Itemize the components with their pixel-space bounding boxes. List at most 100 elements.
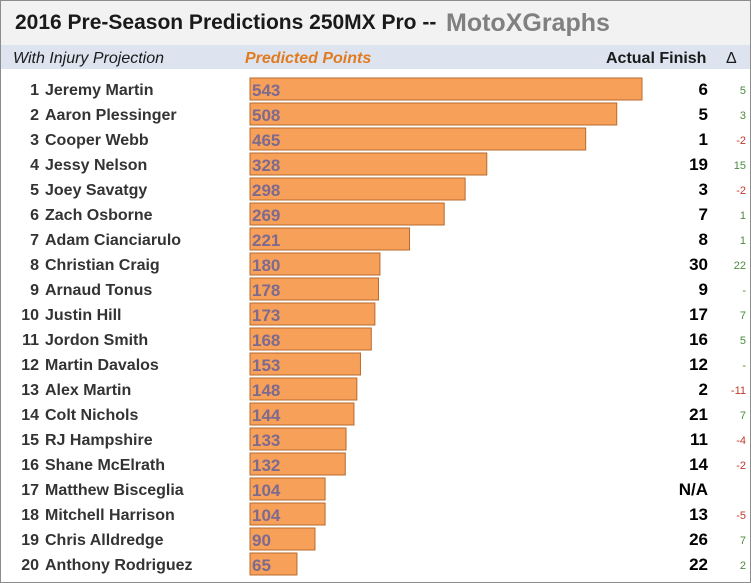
- brand-label: MotoXGraphs: [446, 9, 610, 37]
- rank-label: 20: [21, 557, 39, 574]
- delta-value: 15: [734, 160, 746, 172]
- predicted-points-value: 465: [252, 131, 280, 150]
- rank-label: 16: [21, 457, 39, 474]
- delta-value: -11: [731, 385, 746, 397]
- actual-finish-value: 6: [699, 80, 708, 99]
- predicted-points-bar: [249, 452, 346, 476]
- rank-label: 2: [30, 107, 39, 124]
- predicted-points-value: 173: [252, 306, 280, 325]
- rider-name-label: Christian Craig: [45, 257, 160, 274]
- actual-finish-value: 7: [699, 205, 708, 224]
- predicted-points-value: 178: [252, 281, 280, 300]
- delta-value: -4: [736, 435, 746, 447]
- delta-value: 7: [740, 410, 746, 422]
- predicted-points-bar: [249, 527, 316, 551]
- delta-value: 1: [740, 235, 746, 247]
- actual-finish-value: 26: [689, 530, 708, 549]
- predicted-points-value: 298: [252, 181, 280, 200]
- predicted-points-bar: [249, 252, 381, 276]
- predicted-points-value: 65: [252, 556, 271, 575]
- rank-label: 5: [30, 182, 39, 199]
- delta-value: -: [742, 285, 746, 297]
- rank-label: 8: [30, 257, 39, 274]
- predicted-points-bar: [249, 477, 326, 501]
- rider-name-label: RJ Hampshire: [45, 432, 153, 449]
- rider-name-label: Jessy Nelson: [45, 157, 147, 174]
- delta-value: -: [742, 360, 746, 372]
- rank-label: 18: [21, 507, 39, 524]
- rider-name-label: Chris Alldredge: [45, 532, 164, 549]
- rider-name-label: Mitchell Harrison: [45, 507, 175, 524]
- actual-finish-value: N/A: [679, 480, 708, 499]
- predicted-points-value: 153: [252, 356, 280, 375]
- predicted-points-bar: [249, 377, 358, 401]
- delta-header: Δ: [726, 50, 737, 67]
- actual-finish-value: 17: [689, 305, 708, 324]
- predicted-points-bar: [249, 502, 326, 526]
- rank-label: 15: [21, 432, 39, 449]
- predicted-points-bar: [249, 552, 298, 576]
- delta-value: -2: [736, 185, 746, 197]
- rank-label: 9: [30, 282, 39, 299]
- rider-name-label: Shane McElrath: [45, 457, 165, 474]
- predicted-points-value: 221: [252, 231, 280, 250]
- rank-label: 4: [30, 157, 39, 174]
- delta-value: 7: [740, 310, 746, 322]
- actual-finish-value: 1: [699, 130, 708, 149]
- rider-name-label: Aaron Plessinger: [45, 107, 177, 124]
- predicted-points-value: 168: [252, 331, 280, 350]
- actual-finish-value: 13: [689, 505, 708, 524]
- predicted-points-bar: [249, 127, 587, 151]
- rider-name-label: Adam Cianciarulo: [45, 232, 181, 249]
- predicted-points-bar: [249, 227, 411, 251]
- actual-finish-value: 8: [699, 230, 708, 249]
- predicted-points-header: Predicted Points: [245, 50, 372, 67]
- predicted-points-bar: [249, 302, 376, 326]
- delta-value: -2: [736, 460, 746, 472]
- rider-name-label: Anthony Rodriguez: [45, 557, 193, 574]
- injury-projection-header: With Injury Projection: [13, 50, 165, 67]
- predicted-points-bar: [249, 202, 445, 226]
- rank-label: 3: [30, 132, 39, 149]
- predicted-points-value: 104: [252, 481, 281, 500]
- predicted-points-value: 104: [252, 506, 281, 525]
- predicted-points-value: 508: [252, 106, 280, 125]
- rank-label: 1: [30, 82, 39, 99]
- actual-finish-header: Actual Finish: [606, 50, 707, 67]
- predicted-points-bar: [249, 427, 347, 451]
- rank-label: 13: [21, 382, 39, 399]
- delta-value: 3: [740, 110, 746, 122]
- actual-finish-value: 22: [689, 555, 708, 574]
- rider-name-label: Colt Nichols: [45, 407, 138, 424]
- rider-name-label: Jeremy Martin: [45, 82, 154, 99]
- predicted-points-value: 132: [252, 456, 280, 475]
- predicted-points-bar: [249, 152, 488, 176]
- rank-label: 19: [21, 532, 39, 549]
- actual-finish-value: 16: [689, 330, 708, 349]
- chart-title: 2016 Pre-Season Predictions 250MX Pro --: [15, 11, 437, 34]
- predicted-points-value: 144: [252, 406, 281, 425]
- rank-label: 6: [30, 207, 39, 224]
- rider-name-label: Jordon Smith: [45, 332, 148, 349]
- predicted-points-bar: [249, 352, 361, 376]
- actual-finish-value: 19: [689, 155, 708, 174]
- predicted-points-bar: [249, 277, 380, 301]
- actual-finish-value: 3: [699, 180, 708, 199]
- delta-value: -5: [736, 510, 746, 522]
- actual-finish-value: 2: [699, 380, 708, 399]
- predicted-points-value: 543: [252, 81, 280, 100]
- delta-value: 5: [740, 335, 746, 347]
- actual-finish-value: 5: [699, 105, 708, 124]
- actual-finish-value: 11: [690, 430, 708, 449]
- delta-value: 7: [740, 535, 746, 547]
- column-header-bar: With Injury Projection Predicted Points …: [1, 45, 750, 69]
- delta-value: 1: [740, 210, 746, 222]
- actual-finish-value: 9: [699, 280, 708, 299]
- predicted-points-bar: [249, 402, 355, 426]
- rank-label: 14: [21, 407, 39, 424]
- predicted-points-value: 148: [252, 381, 280, 400]
- rank-label: 12: [21, 357, 39, 374]
- rider-name-label: Alex Martin: [45, 382, 131, 399]
- predicted-points-value: 269: [252, 206, 280, 225]
